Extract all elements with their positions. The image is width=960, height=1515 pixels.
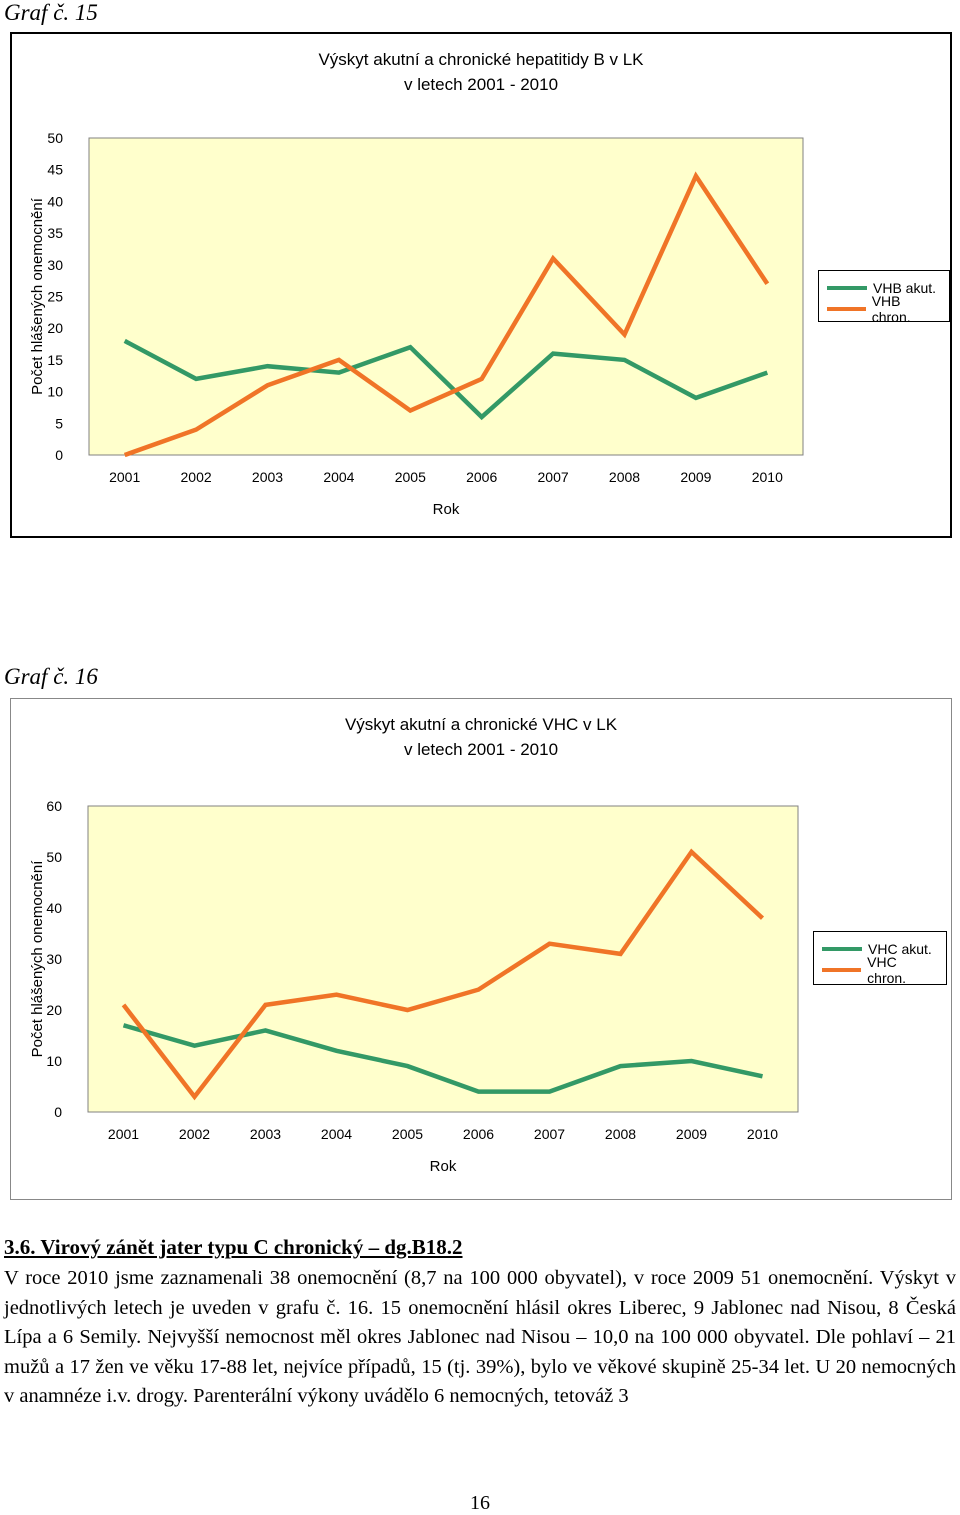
x-tick-label: 2004 [323, 469, 354, 485]
chart1-plot: 0 5 10 15 20 25 30 35 40 45 50 2001 2002 2003 2004 2005… [29, 130, 804, 518]
x-tick-label: 2006 [466, 469, 497, 485]
x-tick-label: 2001 [109, 469, 140, 485]
series-line-2 [123, 171, 770, 458]
legend-label: VHC akut. [868, 940, 932, 957]
x-axis-label: Rok [433, 501, 460, 518]
chart1-title: Výskyt akutní a chronické hepatitidy B v… [318, 50, 644, 69]
x-tick-label: 2002 [181, 469, 212, 485]
body-paragraph: V roce 2010 jsme zaznamenali 38 onemocně… [4, 1267, 956, 1407]
x-tick-label: 2009 [680, 469, 711, 485]
y-tick-label: 50 [46, 849, 62, 865]
y-axis-label: Počet hlášených onemocnění [29, 197, 46, 395]
chart1-container: Výskyt akutní a chronické hepatitidy B v… [10, 32, 952, 538]
x-tick-label: 2001 [108, 1126, 139, 1142]
y-tick-label: 10 [47, 384, 63, 400]
chart2-legend-item-1: VHC akut. [822, 938, 938, 959]
series-line-1 [123, 338, 769, 421]
chart2-container: Výskyt akutní a chronické VHC v LK v let… [10, 698, 952, 1200]
y-tick-label: 0 [54, 1104, 62, 1120]
y-tick-label: 40 [47, 193, 63, 209]
page-number: 16 [470, 1492, 490, 1514]
x-tick-label: 2003 [252, 469, 283, 485]
y-tick-label: 30 [46, 951, 62, 967]
legend-swatch [822, 946, 862, 951]
y-tick-label: 40 [46, 900, 62, 916]
x-tick-label: 2009 [676, 1126, 707, 1142]
series-line-2 [121, 848, 765, 1101]
x-tick-label: 2005 [392, 1126, 423, 1142]
chart2-plot: 0 10 20 30 40 50 60 2001 2002 2003 2004 2005 2006 200… [29, 798, 799, 1175]
y-axis-label: Počet hlášených onemocnění [29, 860, 46, 1058]
legend-label: VHB akut. [873, 279, 937, 296]
legend-swatch [827, 306, 866, 311]
x-tick-label: 2008 [609, 469, 640, 485]
chart2-subtitle: v letech 2001 - 2010 [403, 740, 559, 759]
legend-swatch [827, 285, 867, 290]
y-tick-label: 0 [55, 447, 63, 463]
chart2-caption: Graf č. 16 [4, 664, 98, 689]
chart1-legend: VHB akut. VHB chron. [818, 270, 950, 325]
legend-swatch [822, 967, 862, 972]
y-tick-label: 15 [47, 352, 63, 368]
chart2-title: Výskyt akutní a chronické VHC v LK [344, 715, 618, 734]
y-tick-label: 60 [46, 798, 62, 814]
x-tick-label: 2010 [747, 1126, 778, 1142]
chart1-caption: Graf č. 15 [4, 0, 98, 25]
y-tick-label: 25 [47, 289, 63, 305]
chart2-legend-item-2: VHC chron. [822, 954, 938, 986]
x-tick-label: 2010 [752, 469, 783, 485]
series-line-1 [122, 1023, 763, 1094]
x-tick-label: 2002 [179, 1126, 210, 1142]
y-tick-label: 20 [47, 320, 63, 336]
x-tick-label: 2005 [395, 469, 426, 485]
legend-label: VHB chron. [871, 292, 911, 325]
x-tick-label: 2003 [250, 1126, 281, 1142]
y-tick-label: 10 [46, 1053, 62, 1069]
y-tick-label: 35 [47, 225, 63, 241]
y-tick-label: 30 [47, 257, 63, 273]
chart2-legend: VHC akut. VHC chron. [813, 931, 947, 986]
y-tick-label: 20 [46, 1002, 62, 1018]
plot-area [88, 137, 804, 456]
x-axis-label: Rok [430, 1158, 457, 1175]
y-tick-label: 45 [47, 162, 63, 178]
x-tick-label: 2008 [605, 1126, 636, 1142]
chart1-subtitle: v letech 2001 - 2010 [403, 75, 559, 94]
section-heading: 3.6. Virový zánět jater typu C chronický… [4, 1235, 463, 1259]
x-tick-label: 2006 [463, 1126, 494, 1142]
x-tick-label: 2007 [538, 469, 569, 485]
x-tick-label: 2007 [534, 1126, 565, 1142]
y-tick-label: 5 [55, 415, 63, 431]
legend-label: VHC chron. [867, 953, 907, 986]
x-tick-label: 2004 [321, 1126, 352, 1142]
chart1-legend-item-2: VHB chron. [827, 293, 941, 325]
chart1-legend-item-1: VHB akut. [827, 277, 941, 298]
y-tick-label: 50 [47, 130, 63, 146]
